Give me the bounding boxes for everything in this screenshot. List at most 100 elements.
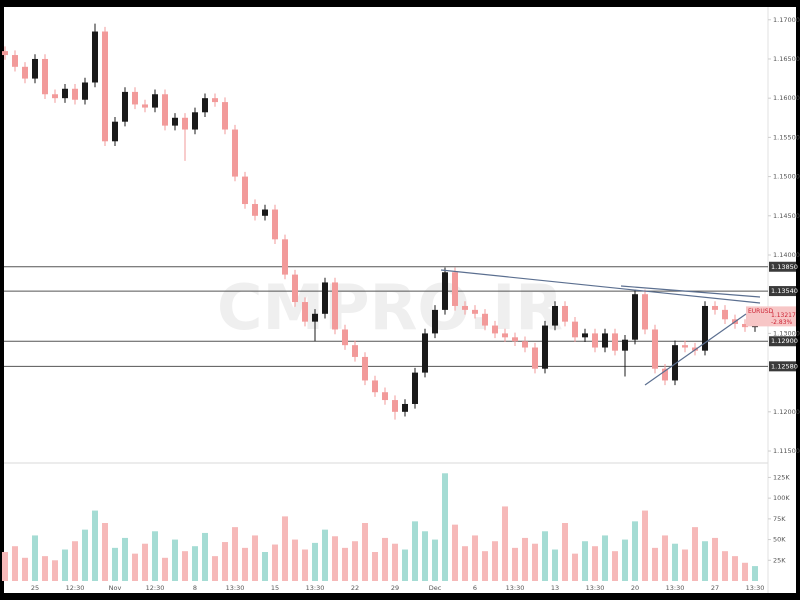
y-tick-label: 1.12000 — [773, 408, 800, 416]
x-tick-label: 6 — [473, 584, 477, 592]
candle-body — [232, 129, 238, 177]
candle-body — [462, 305, 468, 310]
candle-body — [392, 400, 398, 412]
candle-body — [62, 88, 68, 99]
y-tick-label: 1.14000 — [773, 251, 800, 259]
volume-bar — [632, 521, 638, 581]
candle-body — [182, 117, 188, 130]
volume-bar — [442, 473, 448, 581]
candle-body — [642, 294, 648, 330]
y-tick-label: 1.15000 — [773, 173, 800, 181]
volume-bar — [172, 539, 178, 581]
volume-bar — [402, 549, 408, 581]
candle-body — [72, 88, 78, 100]
volume-bar — [752, 566, 758, 581]
volume-bar — [352, 541, 358, 581]
volume-bar — [232, 527, 238, 581]
candle-body — [722, 309, 728, 320]
volume-bar — [722, 551, 728, 581]
volume-bar — [452, 524, 458, 581]
volume-bar — [82, 529, 88, 581]
candle-body — [442, 272, 448, 310]
x-tick-label: 22 — [351, 584, 359, 592]
candle-body — [152, 94, 158, 108]
trend-line — [620, 285, 761, 298]
candle-body — [262, 209, 268, 216]
y-tick-label: 1.14500 — [773, 212, 800, 220]
volume-bar — [612, 551, 618, 581]
volume-bar — [392, 543, 398, 581]
volume-bar — [542, 531, 548, 581]
candle-body — [222, 102, 228, 130]
volume-bar — [742, 562, 748, 581]
price-tag — [746, 306, 796, 327]
x-tick-label: 29 — [391, 584, 399, 592]
volume-bar — [112, 547, 118, 581]
y-tick-label: 1.13000 — [773, 329, 800, 337]
volume-bar — [72, 541, 78, 581]
volume-tick-label: 100K — [773, 494, 790, 502]
level-label: 1.13540 — [771, 287, 798, 295]
volume-bar — [202, 532, 208, 581]
volume-bar — [282, 516, 288, 581]
volume-bar — [702, 541, 708, 581]
volume-bar — [372, 552, 378, 581]
candle-body — [212, 98, 218, 103]
volume-bar — [672, 543, 678, 581]
volume-bar — [562, 523, 568, 581]
x-tick-label: Nov — [109, 584, 122, 592]
volume-bar — [62, 549, 68, 581]
candle-body — [92, 31, 98, 83]
candle-body — [102, 31, 108, 142]
candle-body — [42, 58, 48, 95]
candle-body — [692, 347, 698, 351]
volume-bar — [252, 535, 258, 581]
candle-body — [652, 329, 658, 369]
x-tick-label: 13:30 — [306, 584, 325, 592]
candle-body — [12, 55, 18, 67]
candle-body — [672, 345, 678, 381]
volume-bar — [482, 551, 488, 581]
level-label: 1.12580 — [771, 362, 798, 370]
candle-body — [352, 345, 358, 357]
volume-tick-label: 25K — [773, 556, 786, 564]
x-tick-label: 13:30 — [226, 584, 245, 592]
volume-bar — [502, 506, 508, 581]
candle-body — [312, 313, 318, 322]
candle-body — [332, 282, 338, 330]
candle-body — [2, 51, 8, 56]
x-tick-label: 27 — [711, 584, 719, 592]
volume-bar — [412, 521, 418, 581]
candle-body — [502, 333, 508, 338]
y-tick-label: 1.15500 — [773, 133, 800, 141]
volume-bar — [492, 541, 498, 581]
chart-background — [4, 7, 796, 593]
volume-bar — [332, 536, 338, 581]
volume-bar — [162, 557, 168, 581]
volume-bar — [192, 546, 198, 581]
volume-bar — [322, 529, 328, 581]
volume-bar — [522, 537, 528, 581]
y-tick-label: 1.16000 — [773, 94, 800, 102]
volume-bar — [512, 547, 518, 581]
candle-body — [32, 58, 38, 79]
candle-body — [282, 239, 288, 275]
candle-body — [452, 272, 458, 306]
candle-body — [322, 282, 328, 314]
volume-bar — [142, 543, 148, 581]
candle-body — [272, 209, 278, 240]
x-tick-label: 20 — [631, 584, 639, 592]
trend-line — [440, 269, 761, 304]
candle-body — [712, 305, 718, 310]
y-tick-label: 1.16500 — [773, 55, 800, 63]
x-tick-label: 12:30 — [146, 584, 165, 592]
change-label: -2.83% — [771, 319, 793, 326]
level-label: 1.13850 — [771, 263, 798, 271]
watermark: CMPRO.IR — [217, 271, 563, 344]
candle-body — [582, 333, 588, 338]
candle-body — [592, 333, 598, 348]
candle-body — [382, 392, 388, 401]
volume-bar — [652, 547, 658, 581]
volume-bar — [462, 546, 468, 581]
trend-line — [644, 313, 747, 386]
